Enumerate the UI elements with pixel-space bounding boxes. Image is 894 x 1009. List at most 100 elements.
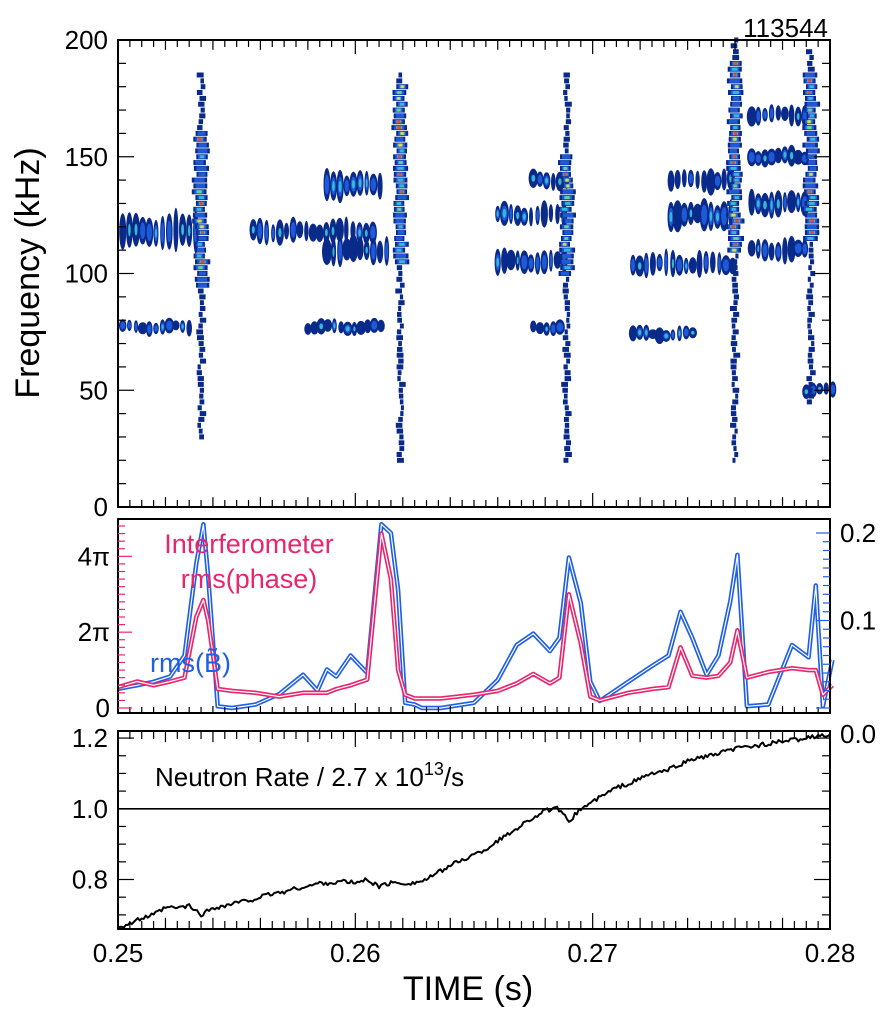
spectrogram-cell: [695, 170, 700, 189]
spectrogram-cell: [734, 172, 739, 176]
spectrogram-cell: [560, 271, 569, 276]
spectrogram-cell: [528, 258, 534, 269]
spectrogram-cell: [535, 322, 545, 335]
spectrogram-cell: [197, 364, 201, 370]
spectrogram-cell: [689, 209, 693, 218]
spectrogram-cell: [370, 178, 377, 191]
spectrogram-cell: [364, 319, 372, 334]
spectrogram-cell: [809, 114, 814, 118]
spectrogram-cell: [200, 107, 205, 113]
spectrogram-cell: [196, 329, 204, 335]
spectrogram-cell: [807, 102, 818, 107]
spectrogram-cell: [564, 446, 571, 452]
spectrogram-cell: [701, 170, 708, 193]
spectrogram-cell: [398, 143, 403, 147]
spectrogram-cell: [304, 220, 309, 242]
spectrogram-cell: [783, 151, 787, 158]
spectrogram-cell: [810, 137, 816, 141]
spectrogram-cell: [197, 131, 206, 136]
spectrogram-cell: [733, 300, 738, 306]
spectrogram-cell: [732, 102, 740, 107]
spectrogram-cell: [198, 137, 202, 141]
spectrogram-cell: [732, 376, 738, 382]
spectrogram-cell: [197, 125, 203, 131]
spectrogram-cell: [775, 105, 781, 121]
spectrogram-cell: [371, 243, 376, 260]
neutron-rate-exponent: 13: [424, 759, 444, 779]
spectrogram-cell: [399, 446, 405, 452]
spectrogram-cell: [501, 247, 508, 274]
spectrogram-cell: [807, 352, 813, 358]
spectrogram-cell: [333, 323, 336, 329]
spectrogram-cell: [808, 381, 813, 387]
spectrogram-cell: [746, 106, 757, 127]
spectrogram-cell: [398, 358, 404, 364]
spectrogram-cell: [397, 195, 407, 200]
spectrogram-cell: [566, 358, 570, 364]
spectrogram-cell: [564, 306, 570, 311]
spectrogram-cell: [732, 91, 739, 94]
spectrogram-cell: [566, 323, 571, 329]
time-tick-label: 0.26: [330, 938, 381, 968]
spectrogram-cell: [564, 300, 570, 306]
spectrogram-cell: [808, 393, 814, 399]
spectrogram-cell: [562, 282, 569, 288]
spectrogram-cell: [551, 324, 556, 333]
right-tick-label: 0.1: [840, 606, 876, 636]
spectrogram-cell: [732, 288, 738, 294]
spectrogram-cell: [558, 178, 562, 186]
spectrogram-cell: [806, 207, 813, 211]
spectrogram-cell: [732, 399, 739, 405]
y-tick-label: 1.0: [72, 794, 108, 824]
spectrogram-cell: [396, 329, 402, 335]
spectrogram-cell: [562, 399, 568, 405]
spectrogram-cell: [564, 101, 572, 107]
spectrogram-cell: [787, 235, 796, 263]
spectrogram-cell: [762, 243, 768, 257]
spectrogram-cell: [809, 85, 814, 89]
spectrogram-cell: [565, 440, 571, 446]
spectrogram-cell: [770, 200, 773, 210]
spectrogram-cell: [797, 198, 800, 206]
spectrogram-cell: [564, 237, 568, 240]
spectrogram-cell: [732, 434, 737, 440]
spectrogram-cell: [733, 73, 737, 77]
spectrogram-cell: [734, 237, 738, 240]
spectrogram-cell: [199, 113, 206, 119]
spectrogram-cell: [733, 155, 736, 159]
spectrogram-cell: [251, 226, 255, 234]
spectrogram-cell: [198, 283, 207, 288]
spectrogram-cell: [200, 84, 206, 90]
spectrogram-cell: [537, 174, 543, 184]
interferometer-label: Interferometer: [164, 529, 334, 559]
y-tick-label: 50: [79, 375, 108, 405]
spectrogram-cell: [731, 225, 735, 229]
spectrogram-cell: [146, 223, 152, 241]
spectrogram-cell: [265, 224, 269, 241]
spectrogram-cell: [399, 242, 405, 246]
spectrogram-cell: [807, 323, 811, 329]
spectrogram-cell: [563, 364, 568, 370]
spectrogram-cell: [709, 211, 713, 222]
spectrogram-cell: [561, 381, 568, 387]
spectrogram-cell: [732, 248, 736, 252]
spectrogram-cell: [395, 213, 405, 218]
spectrogram-cell: [808, 387, 813, 393]
spectrogram-cell: [731, 381, 735, 387]
spectrogram-cell: [564, 405, 569, 411]
spectrogram-cell: [730, 201, 736, 205]
spectrogram-cell: [562, 189, 574, 194]
spectrogram-cell: [399, 323, 404, 329]
spectrogram-cell: [332, 180, 335, 192]
spectrogram-cell: [810, 259, 815, 265]
spectrogram-cell: [395, 422, 403, 428]
spectrogram-cell: [198, 323, 203, 329]
spectrogram-cell: [198, 101, 205, 107]
spectrogram-cell: [398, 387, 403, 393]
spectrogram-cell: [395, 113, 405, 118]
neutron-rate-unit: /s: [444, 762, 464, 792]
spectrogram-cell: [671, 331, 675, 339]
spectrogram-cell: [756, 110, 761, 122]
spectrogram-cell: [353, 326, 356, 332]
spectrogram-cell: [358, 178, 362, 188]
